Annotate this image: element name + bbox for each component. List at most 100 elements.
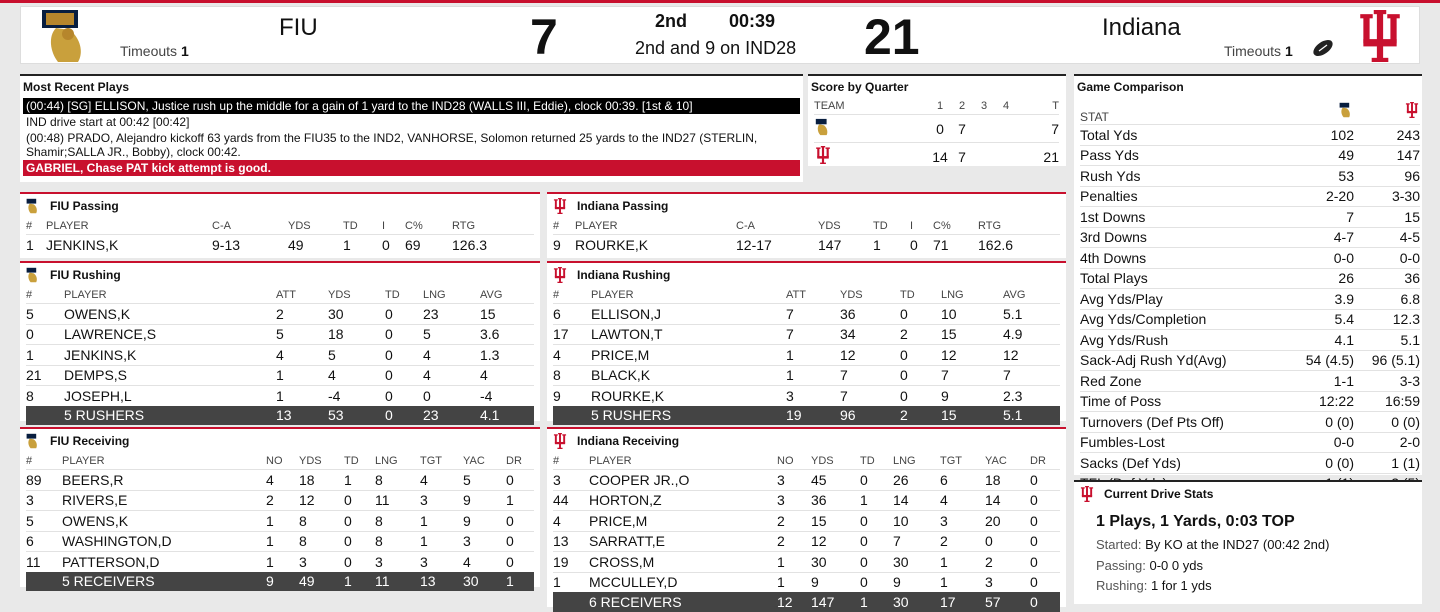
panel-title: Most Recent Plays bbox=[23, 80, 130, 94]
stat-row: 4th Downs 0-0 0-0 bbox=[1080, 247, 1420, 268]
stat-cell: 9 bbox=[463, 489, 506, 511]
stat-row: 1st Downs 7 15 bbox=[1080, 206, 1420, 227]
player-name: CROSS,M bbox=[589, 551, 777, 572]
stat-value: 53 bbox=[1292, 165, 1354, 186]
stat-cell: 0 bbox=[860, 571, 893, 592]
stat-cell: 7 bbox=[786, 323, 840, 345]
stat-cell: 5 bbox=[463, 469, 506, 490]
total-stat: 57 bbox=[985, 592, 1030, 612]
header-cell: # bbox=[26, 289, 33, 301]
stat-cell: 14 bbox=[893, 489, 940, 511]
quarter-score bbox=[973, 142, 995, 170]
stat-label: Penalties bbox=[1080, 185, 1292, 207]
player-row: 3 COOPER JR.,O 3 45 0 26 6 18 0 bbox=[553, 469, 1060, 490]
comparison-table: STAT Total Yds 102 243 Pass Yds 49 147 Rush Yds… bbox=[1080, 98, 1420, 493]
stat-cell: 8 bbox=[299, 530, 344, 552]
header-row: # PLAYER C-A YDS TD I C% RTG bbox=[26, 218, 534, 235]
header-cell: YDS bbox=[288, 220, 311, 232]
stats-table: # PLAYER NO YDS TD LNG TGT YAC DR 89 BEERS,R 4 18 1 8 4… bbox=[26, 453, 534, 591]
header-cell: ATT bbox=[276, 289, 296, 301]
fiu-rushing-panel: FIU Rushing # PLAYER ATT YDS TD LNG AVG 5 OWENS,K… bbox=[20, 261, 540, 425]
stat-cell: 1.3 bbox=[480, 344, 534, 365]
stat-cell: 1 bbox=[266, 551, 299, 572]
stat-value: 0 (0) bbox=[1354, 411, 1420, 432]
stat-cell: 12 bbox=[299, 489, 344, 511]
stat-cell: 9 bbox=[811, 571, 860, 592]
stat-value: 1 (1) bbox=[1354, 452, 1420, 473]
down-distance: 2nd and 9 on IND28 bbox=[635, 38, 797, 58]
header-cell: # bbox=[26, 455, 33, 467]
stat-value: 15 bbox=[1354, 206, 1420, 227]
header-cell: C% bbox=[933, 220, 951, 232]
stat-cell: 3 bbox=[26, 489, 62, 511]
drive-line-label: Rushing: bbox=[1096, 578, 1148, 593]
header-cell: YAC bbox=[985, 455, 1007, 467]
header-cell: LNG bbox=[375, 455, 398, 467]
panel-title: Indiana Receiving bbox=[547, 429, 1066, 453]
stat-cell: 0 bbox=[1030, 489, 1060, 511]
player-row: 6 WASHINGTON,D 1 8 0 8 1 3 0 bbox=[26, 530, 534, 552]
stat-value: 6.8 bbox=[1354, 288, 1420, 309]
stat-cell: 23 bbox=[423, 303, 480, 324]
stat-cell: 12 bbox=[840, 344, 900, 365]
team-logo-cell bbox=[1354, 98, 1420, 125]
stat-cell: 1 bbox=[873, 234, 910, 255]
away-timeouts: Timeouts 1 bbox=[1224, 43, 1293, 59]
total-stat: 0 bbox=[1030, 592, 1060, 612]
player-name: PRICE,M bbox=[591, 344, 786, 365]
stat-cell: 0 bbox=[385, 303, 423, 324]
stat-cell: 9 bbox=[941, 385, 1003, 406]
timeouts-label: Timeouts bbox=[1224, 43, 1282, 59]
recent-plays-panel: Most Recent Plays (00:44) [SG] ELLISON, … bbox=[20, 74, 803, 182]
total-stat: 13 bbox=[276, 405, 328, 425]
total-label: 6 RECEIVERS bbox=[589, 592, 777, 612]
header-cell: I bbox=[910, 220, 914, 232]
total-spacer bbox=[26, 405, 64, 425]
play: (00:44) [SG] ELLISON, Justice rush up th… bbox=[23, 98, 800, 114]
stat-cell: 8 bbox=[553, 364, 591, 386]
stat-cell: 9 bbox=[893, 571, 940, 592]
header-cell: TEAM bbox=[814, 100, 845, 112]
stat-cell: 1 bbox=[266, 510, 299, 531]
stat-value: 0-0 bbox=[1292, 247, 1354, 268]
quarter-score: 7 bbox=[951, 114, 973, 143]
play: GABRIEL, Chase PAT kick attempt is good. bbox=[23, 160, 800, 176]
total-stat: 9 bbox=[266, 571, 299, 591]
player-row: 19 CROSS,M 1 30 0 30 1 2 0 bbox=[553, 551, 1060, 572]
header-cell: PLAYER bbox=[46, 220, 89, 232]
quarter-score bbox=[995, 142, 1017, 170]
stat-row: Total Yds 102 243 bbox=[1080, 124, 1420, 145]
stat-value: 49 bbox=[1292, 144, 1354, 166]
header-cell: DR bbox=[506, 455, 522, 467]
player-row: 6 ELLISON,J 7 36 0 10 5.1 bbox=[553, 303, 1060, 324]
total-score: 7 bbox=[1017, 114, 1059, 143]
total-stat: 19 bbox=[786, 405, 840, 425]
stat-cell: 30 bbox=[893, 551, 940, 572]
player-row: 5 OWENS,K 2 30 0 23 15 bbox=[26, 303, 534, 324]
indiana-logo bbox=[1360, 10, 1400, 62]
header-cell: YAC bbox=[463, 455, 485, 467]
player-row: 0 LAWRENCE,S 5 18 0 5 3.6 bbox=[26, 323, 534, 345]
stat-row: Fumbles-Lost 0-0 2-0 bbox=[1080, 431, 1420, 453]
player-name: JENKINS,K bbox=[46, 234, 212, 255]
stat-cell: 30 bbox=[328, 303, 385, 324]
stat-cell: 6 bbox=[553, 303, 591, 324]
stat-cell: 0 bbox=[860, 551, 893, 572]
header-cell: 2 bbox=[958, 100, 966, 112]
stat-row: Avg Yds/Play 3.9 6.8 bbox=[1080, 288, 1420, 309]
player-name: OWENS,K bbox=[62, 510, 266, 531]
stat-cell: 10 bbox=[893, 510, 940, 531]
header-row: TEAM 1 2 3 4 T bbox=[814, 98, 1059, 115]
header-cell: STAT bbox=[1080, 110, 1109, 124]
header-cell: TD bbox=[343, 220, 358, 232]
stat-cell: 0 bbox=[1030, 469, 1060, 490]
stat-cell: 44 bbox=[553, 489, 589, 511]
stat-cell: 4 bbox=[940, 489, 985, 511]
drive-lines: Started: By KO at the IND27 (00:42 2nd) P… bbox=[1096, 537, 1329, 599]
stat-cell: 0 bbox=[344, 510, 375, 531]
player-name: BLACK,K bbox=[591, 364, 786, 386]
stat-cell: 2.3 bbox=[1003, 385, 1060, 406]
header-cell: RTG bbox=[978, 220, 1002, 232]
header-cell: # bbox=[26, 220, 33, 232]
stat-cell: 15 bbox=[480, 303, 534, 324]
